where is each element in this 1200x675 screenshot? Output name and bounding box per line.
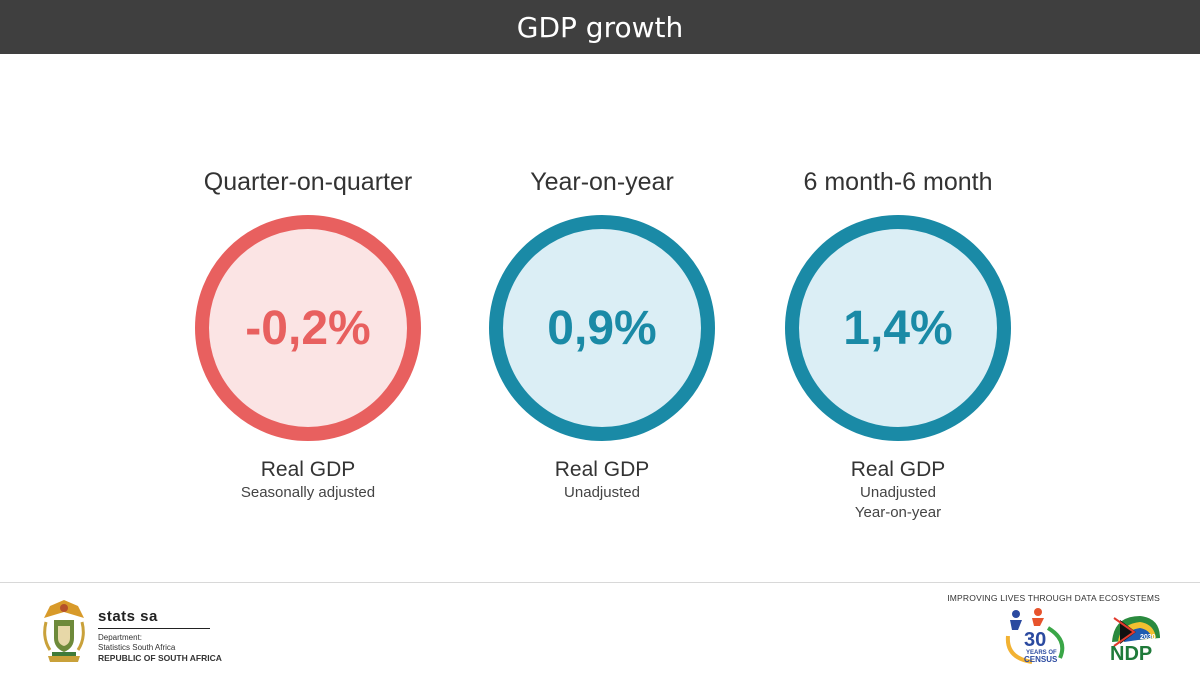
metric-quarter-on-quarter: Quarter-on-quarter -0,2% Real GDP Season…: [158, 165, 458, 503]
page-title: GDP growth: [516, 10, 684, 44]
metric-label: Year-on-year: [530, 168, 674, 196]
metric-subcaption-2: Year-on-year: [854, 504, 942, 521]
svg-text:CENSUS: CENSUS: [1024, 655, 1058, 664]
title-bar: GDP growth: [0, 0, 1200, 54]
metric-value: 0,9%: [547, 301, 657, 355]
metric-subcaption: Seasonally adjusted: [240, 484, 376, 501]
svg-text:YEARS OF: YEARS OF: [1026, 650, 1057, 656]
metric-ring: -0,2%: [195, 215, 421, 441]
brand-country: REPUBLIC OF SOUTH AFRICA: [98, 653, 222, 663]
metric-label: 6 month-6 month: [803, 168, 993, 196]
metric-value: -0,2%: [245, 301, 371, 355]
ndp-2030-logo: 2030 NDP: [1110, 616, 1160, 664]
brand-department: Department:: [98, 633, 143, 642]
brand-agency: Statistics South Africa: [98, 643, 176, 652]
svg-text:NDP: NDP: [1110, 643, 1152, 664]
metric-label: Quarter-on-quarter: [203, 168, 413, 196]
metric-subcaption: Unadjusted: [860, 484, 936, 501]
metric-6-month-6-month: 6 month-6 month 1,4% Real GDP Unadjusted…: [748, 165, 1048, 523]
tagline: IMPROVING LIVES THROUGH DATA ECOSYSTEMS: [947, 593, 1160, 603]
svg-text:2030: 2030: [1140, 634, 1156, 641]
svg-text:30: 30: [1024, 629, 1046, 651]
metric-value: 1,4%: [843, 301, 953, 355]
stats-sa-logo: stats sa Department: Statistics South Af…: [38, 598, 222, 664]
census-30-years-logo: 30 YEARS OF CENSUS: [1005, 608, 1065, 664]
metric-year-on-year: Year-on-year 0,9% Real GDP Unadjusted: [452, 165, 752, 503]
metric-caption: Real GDP: [850, 458, 946, 481]
metric-ring: 0,9%: [489, 215, 715, 441]
metric-ring: 1,4%: [785, 215, 1011, 441]
metric-caption: Real GDP: [554, 458, 650, 481]
metric-subcaption: Unadjusted: [564, 484, 640, 501]
coat-of-arms-icon: [43, 600, 85, 662]
footer-divider: [0, 582, 1200, 583]
metric-caption: Real GDP: [260, 458, 356, 481]
brand-name: stats sa: [98, 608, 210, 629]
